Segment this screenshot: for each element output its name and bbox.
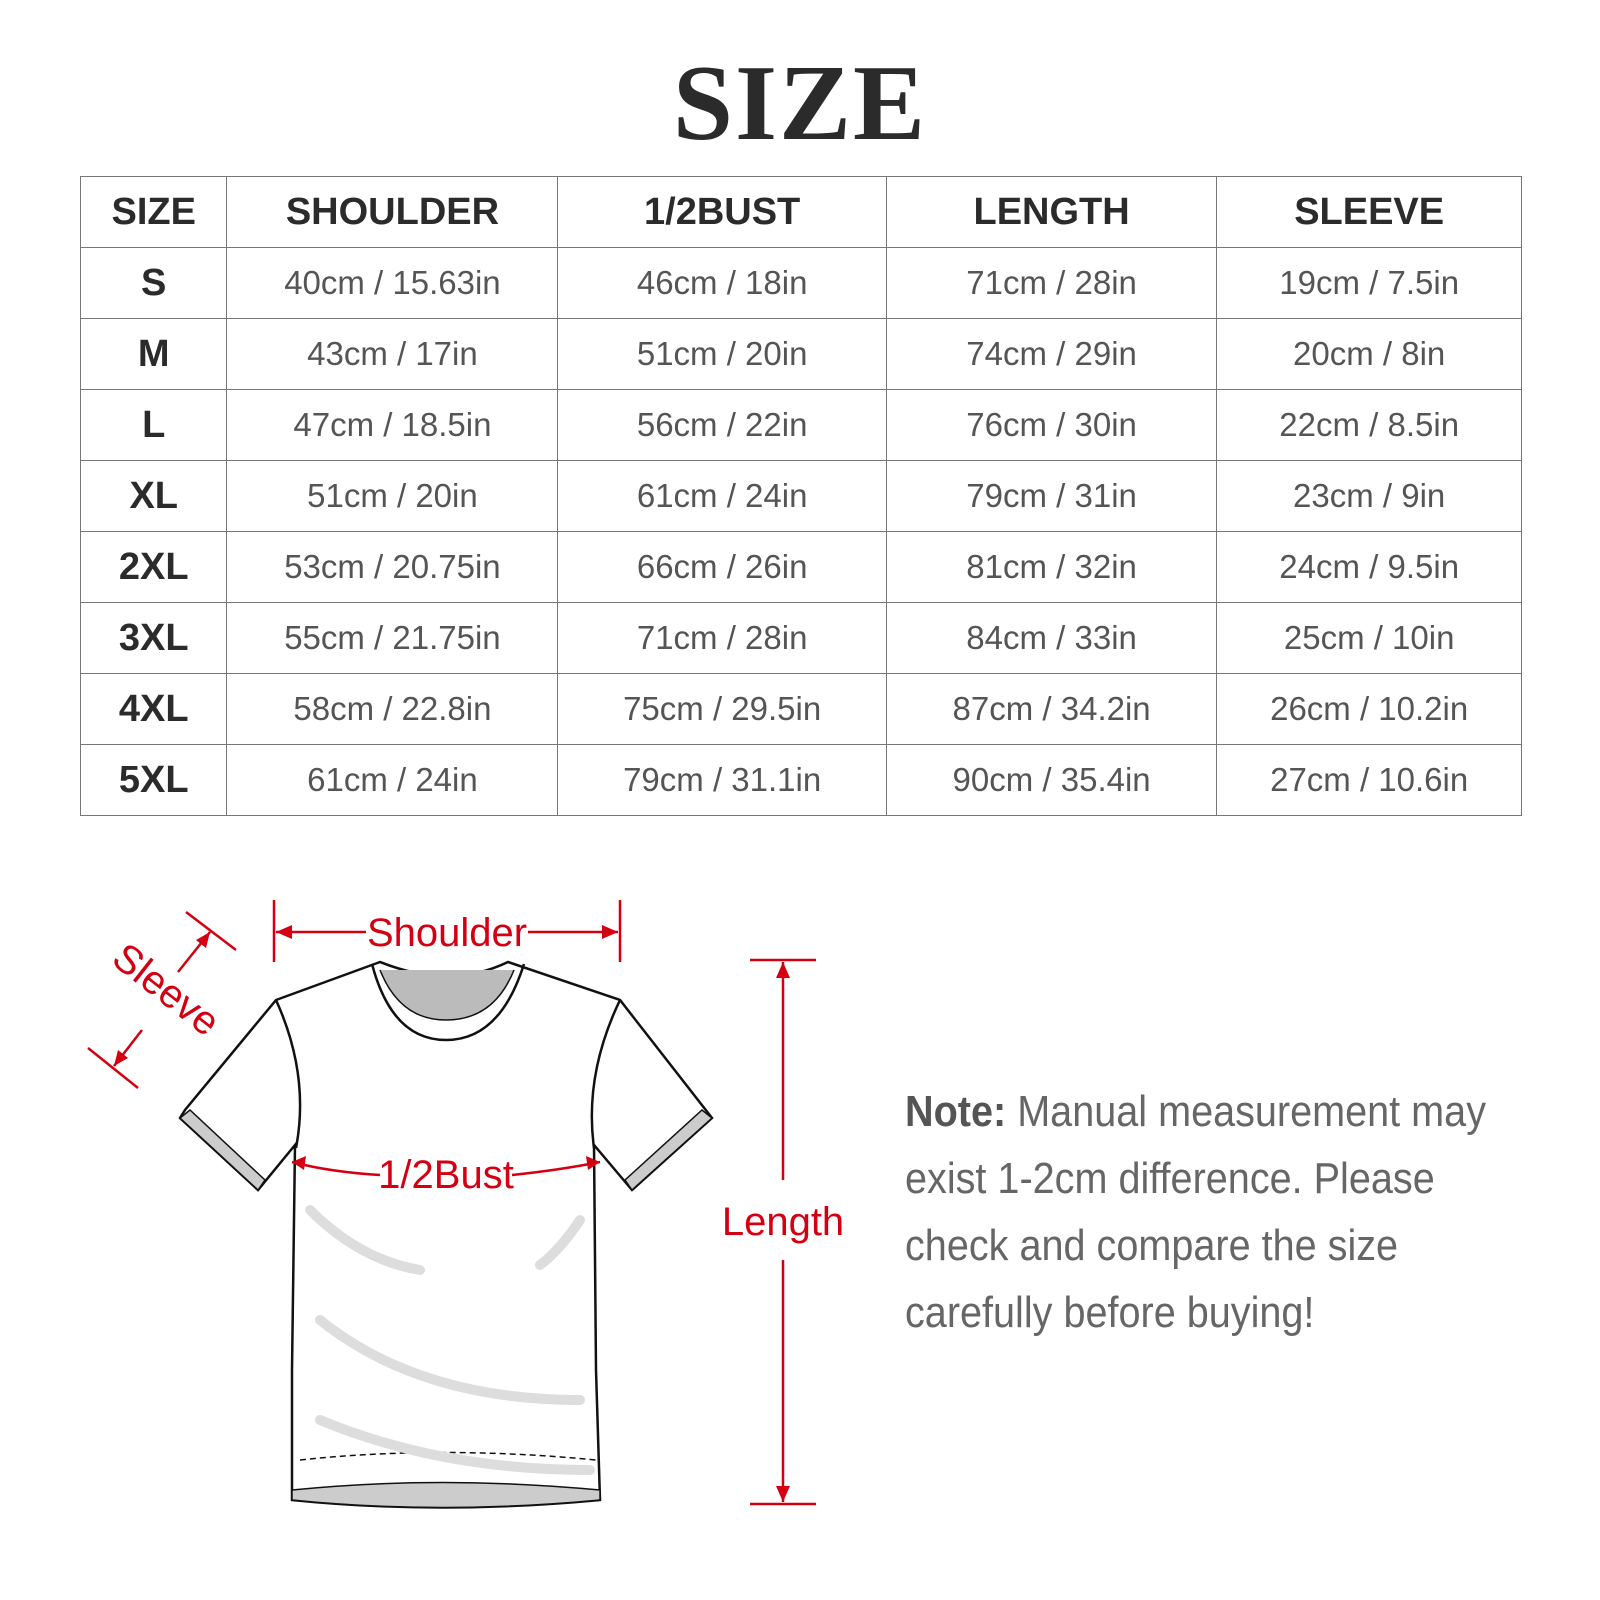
- column-header: LENGTH: [885, 176, 1218, 248]
- bust-label: 1/2Bust: [378, 1153, 514, 1197]
- size-cell: 3XL: [79, 602, 228, 674]
- size-cell: L: [79, 389, 228, 461]
- length-label: Length: [722, 1200, 844, 1244]
- size-cell: M: [79, 318, 228, 390]
- measurement-cell: 51cm / 20in: [557, 318, 887, 390]
- measurement-cell: 40cm / 15.63in: [226, 247, 559, 319]
- shoulder-label: Shoulder: [367, 911, 527, 955]
- column-header: SHOULDER: [226, 176, 559, 248]
- table-row: S 40cm / 15.63in 46cm / 18in 71cm / 28in 19c…: [79, 247, 1522, 319]
- measurement-cell: 27cm / 10.6in: [1216, 744, 1522, 816]
- column-header: SLEEVE: [1216, 176, 1522, 248]
- size-table: SIZE SHOULDER 1/2BUST LENGTH SLEEVE S 40cm / …: [79, 176, 1522, 816]
- measurement-cell: 22cm / 8.5in: [1216, 389, 1522, 461]
- measurement-cell: 74cm / 29in: [885, 318, 1218, 390]
- measurement-cell: 87cm / 34.2in: [885, 673, 1218, 745]
- wrinkle-shading: [305, 1205, 595, 1475]
- measurement-cell: 79cm / 31in: [885, 460, 1218, 532]
- table-row: 5XL 61cm / 24in 79cm / 31.1in 90cm / 35.4in…: [79, 744, 1522, 816]
- measurement-cell: 25cm / 10in: [1216, 602, 1522, 674]
- measurement-cell: 66cm / 26in: [557, 531, 887, 603]
- measurement-cell: 75cm / 29.5in: [557, 673, 887, 745]
- column-header: 1/2BUST: [557, 176, 887, 248]
- measurement-cell: 23cm / 9in: [1216, 460, 1522, 532]
- measurement-cell: 19cm / 7.5in: [1216, 247, 1522, 319]
- table-row: 3XL 55cm / 21.75in 71cm / 28in 84cm / 33in 2…: [79, 602, 1522, 674]
- measurement-cell: 90cm / 35.4in: [885, 744, 1218, 816]
- measurement-cell: 20cm / 8in: [1216, 318, 1522, 390]
- note-text: Manual measurement may exist 1-2cm diffe…: [905, 1087, 1487, 1337]
- measurement-cell: 55cm / 21.75in: [226, 602, 559, 674]
- measurement-note: Note: Manual measurement may exist 1-2cm…: [905, 1078, 1544, 1346]
- table-row: XL 51cm / 20in 61cm / 24in 79cm / 31in 23cm …: [79, 460, 1522, 532]
- page-title: SIZE: [672, 44, 928, 163]
- measurement-cell: 58cm / 22.8in: [226, 673, 559, 745]
- column-header: SIZE: [79, 176, 228, 248]
- table-header-row: SIZE SHOULDER 1/2BUST LENGTH SLEEVE: [79, 176, 1522, 248]
- measurement-cell: 61cm / 24in: [557, 460, 887, 532]
- measurement-cell: 47cm / 18.5in: [226, 389, 559, 461]
- tshirt-illustration: [178, 960, 714, 1509]
- size-cell: 5XL: [79, 744, 228, 816]
- note-label: Note:: [905, 1087, 1007, 1136]
- measurement-cell: 26cm / 10.2in: [1216, 673, 1522, 745]
- measurement-cell: 84cm / 33in: [885, 602, 1218, 674]
- measurement-cell: 71cm / 28in: [885, 247, 1218, 319]
- size-cell: 2XL: [79, 531, 228, 603]
- measurement-cell: 76cm / 30in: [885, 389, 1218, 461]
- measurement-cell: 46cm / 18in: [557, 247, 887, 319]
- tshirt-measurement-diagram: Shoulder 1/2Bust Length Sleeve: [87, 900, 844, 1509]
- sleeve-label: Sleeve: [104, 935, 227, 1045]
- table-row: 4XL 58cm / 22.8in 75cm / 29.5in 87cm / 34.2…: [79, 673, 1522, 745]
- table-row: M 43cm / 17in 51cm / 20in 74cm / 29in 20cm /…: [79, 318, 1522, 390]
- measurement-cell: 79cm / 31.1in: [557, 744, 887, 816]
- size-cell: XL: [79, 460, 228, 532]
- measurement-cell: 56cm / 22in: [557, 389, 887, 461]
- measure-arrows: [87, 900, 816, 1506]
- measurement-cell: 71cm / 28in: [557, 602, 887, 674]
- measurement-cell: 24cm / 9.5in: [1216, 531, 1522, 603]
- table-row: L 47cm / 18.5in 56cm / 22in 76cm / 30in 22cm…: [79, 389, 1522, 461]
- measurement-cell: 61cm / 24in: [226, 744, 559, 816]
- measurement-cell: 81cm / 32in: [885, 531, 1218, 603]
- table-row: 2XL 53cm / 20.75in 66cm / 26in 81cm / 32in 2…: [79, 531, 1522, 603]
- measurement-cell: 53cm / 20.75in: [226, 531, 559, 603]
- size-cell: 4XL: [79, 673, 228, 745]
- measurement-cell: 51cm / 20in: [226, 460, 559, 532]
- size-cell: S: [79, 247, 228, 319]
- measurement-cell: 43cm / 17in: [226, 318, 559, 390]
